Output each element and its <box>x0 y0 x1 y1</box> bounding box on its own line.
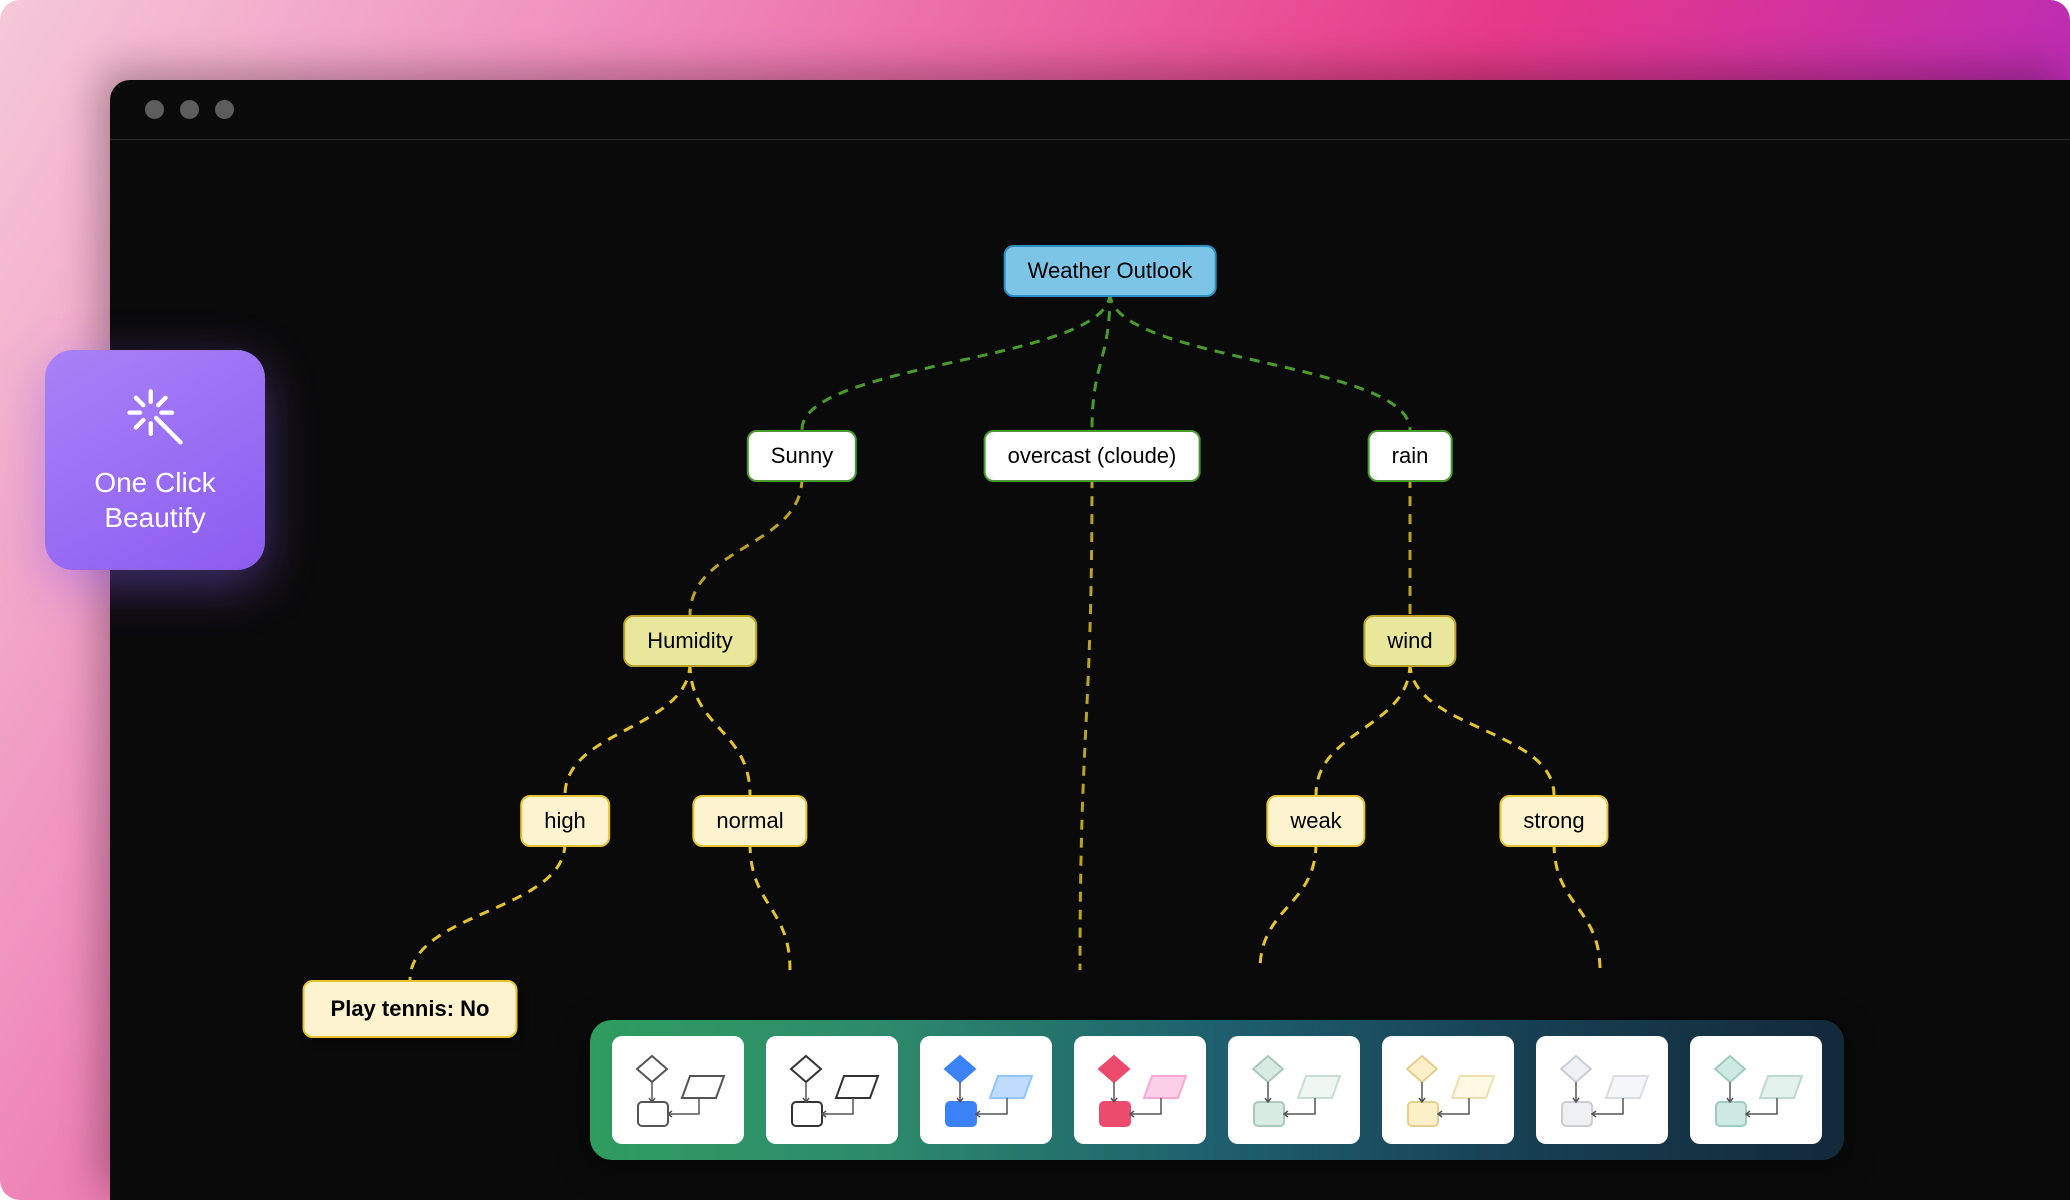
theme-swatch-1[interactable] <box>766 1036 898 1144</box>
magic-wand-icon <box>121 385 189 453</box>
theme-swatch-5[interactable] <box>1382 1036 1514 1144</box>
tree-node-humidity[interactable]: Humidity <box>623 615 757 667</box>
zoom-icon[interactable] <box>215 100 234 119</box>
tree-node-strong[interactable]: strong <box>1499 795 1608 847</box>
tree-node-normal[interactable]: normal <box>692 795 807 847</box>
tree-node-root[interactable]: Weather Outlook <box>1004 245 1217 297</box>
tree-node-overcast[interactable]: overcast (cloude) <box>984 430 1201 482</box>
tree-node-sunny[interactable]: Sunny <box>747 430 857 482</box>
diagram-canvas[interactable]: Weather Outlook Sunny overcast (cloude) rai… <box>110 140 2070 1200</box>
badge-text: One Click Beautify <box>94 465 215 535</box>
theme-swatch-7[interactable] <box>1690 1036 1822 1144</box>
theme-palette <box>590 1020 1844 1160</box>
theme-swatch-4[interactable] <box>1228 1036 1360 1144</box>
theme-swatch-3[interactable] <box>1074 1036 1206 1144</box>
close-icon[interactable] <box>145 100 164 119</box>
tree-node-weak[interactable]: weak <box>1266 795 1365 847</box>
beautify-badge[interactable]: One Click Beautify <box>45 350 265 570</box>
tree-node-playno[interactable]: Play tennis: No <box>303 980 518 1038</box>
minimize-icon[interactable] <box>180 100 199 119</box>
titlebar <box>110 80 2070 140</box>
tree-node-rain[interactable]: rain <box>1368 430 1453 482</box>
theme-swatch-6[interactable] <box>1536 1036 1668 1144</box>
tree-node-wind[interactable]: wind <box>1363 615 1456 667</box>
theme-swatch-0[interactable] <box>612 1036 744 1144</box>
tree-node-high[interactable]: high <box>520 795 610 847</box>
theme-swatch-2[interactable] <box>920 1036 1052 1144</box>
app-window: Weather Outlook Sunny overcast (cloude) rai… <box>110 80 2070 1200</box>
